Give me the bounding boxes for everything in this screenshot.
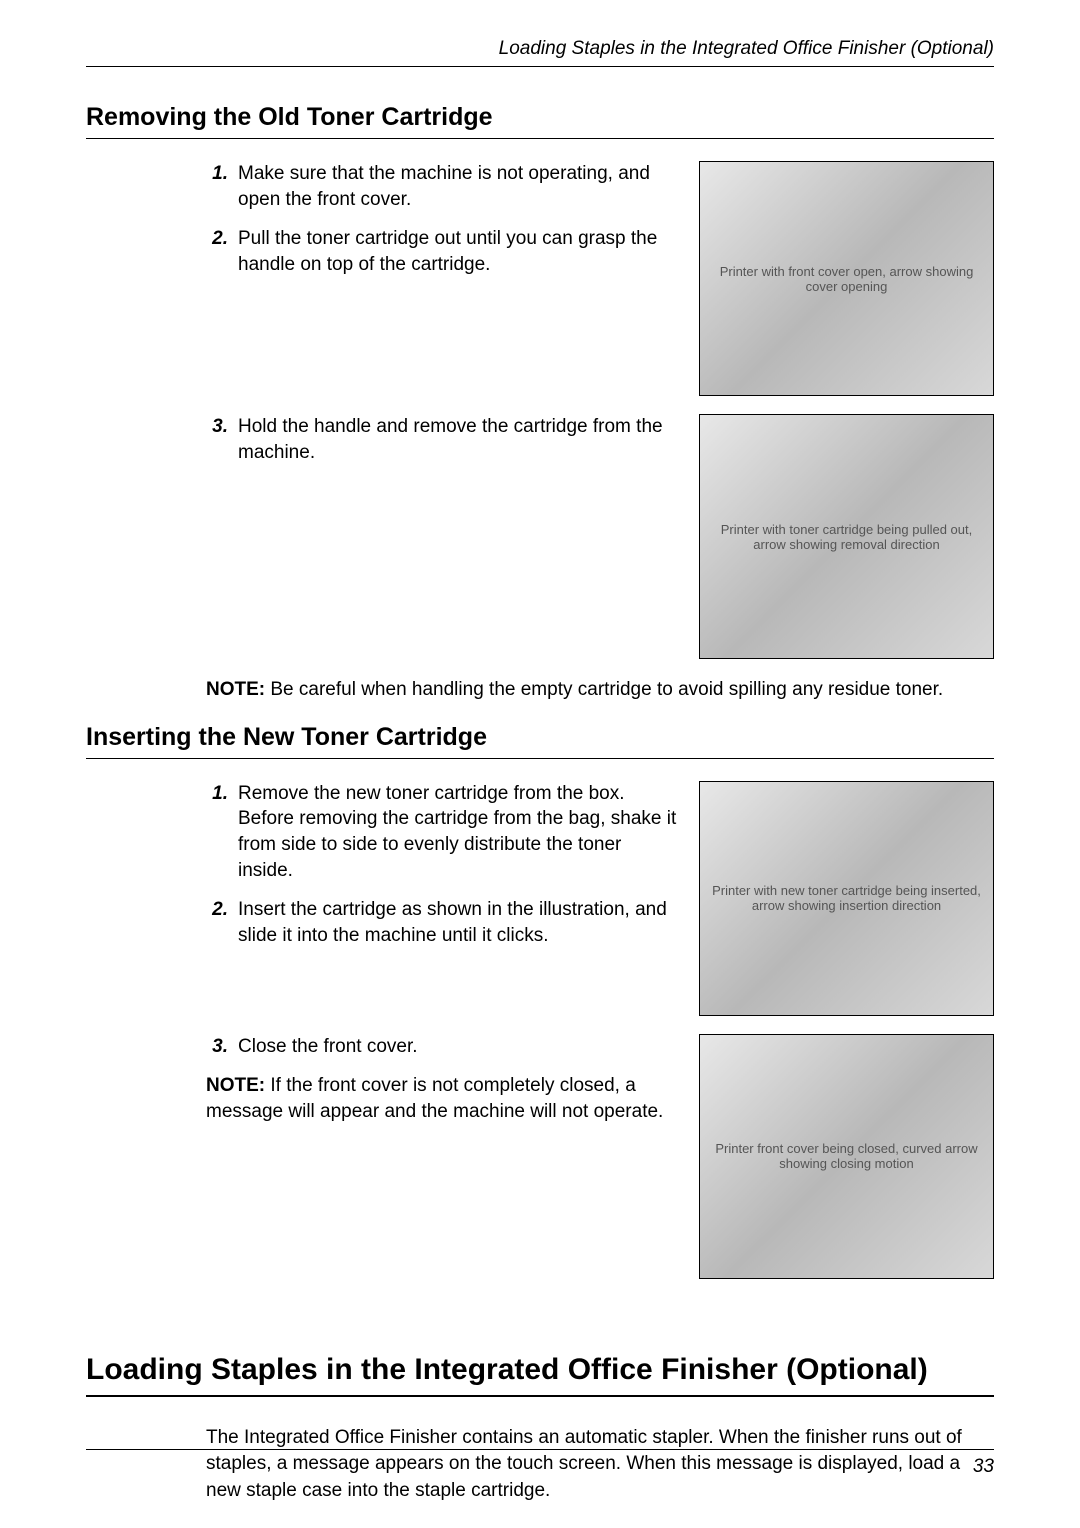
remove-note: NOTE: Be careful when handling the empty…	[206, 677, 994, 703]
remove-figure-2-col: Printer with toner cartridge being pulle…	[699, 414, 994, 659]
heading-inserting-new-toner: Inserting the New Toner Cartridge	[86, 723, 994, 759]
step-number: 2.	[206, 226, 228, 277]
remove-step-2: 2. Pull the toner cartridge out until yo…	[206, 226, 681, 277]
note-label: NOTE:	[206, 679, 265, 700]
printer-close-cover-illustration: Printer front cover being closed, curved…	[699, 1034, 994, 1279]
step-number: 3.	[206, 414, 228, 465]
insert-figure-2-col: Printer front cover being closed, curved…	[699, 1034, 994, 1279]
printer-insert-cartridge-illustration: Printer with new toner cartridge being i…	[699, 781, 994, 1016]
step-text: Insert the cartridge as shown in the ill…	[238, 897, 681, 948]
section-insert-content: 1. Remove the new toner cartridge from t…	[206, 781, 994, 1279]
remove-row-2: 3. Hold the handle and remove the cartri…	[206, 414, 994, 659]
page-footer: 33	[86, 1449, 994, 1478]
insert-step-2: 2. Insert the cartridge as shown in the …	[206, 897, 681, 948]
page-number: 33	[973, 1456, 994, 1477]
printer-remove-cartridge-illustration: Printer with toner cartridge being pulle…	[699, 414, 994, 659]
step-text: Make sure that the machine is not operat…	[238, 161, 681, 212]
vertical-spacer	[86, 1297, 994, 1353]
insert-row-1: 1. Remove the new toner cartridge from t…	[206, 781, 994, 1016]
heading-loading-staples: Loading Staples in the Integrated Office…	[86, 1353, 994, 1397]
remove-steps-1-2: 1. Make sure that the machine is not ope…	[206, 161, 681, 292]
remove-step-3: 3. Hold the handle and remove the cartri…	[206, 414, 681, 465]
step-text: Pull the toner cartridge out until you c…	[238, 226, 681, 277]
insert-note: NOTE: If the front cover is not complete…	[206, 1073, 681, 1124]
remove-row-1: 1. Make sure that the machine is not ope…	[206, 161, 994, 396]
remove-figure-1-col: Printer with front cover open, arrow sho…	[699, 161, 994, 396]
step-text: Close the front cover.	[238, 1034, 418, 1060]
insert-row-2: 3. Close the front cover. NOTE: If the f…	[206, 1034, 994, 1279]
remove-step-1: 1. Make sure that the machine is not ope…	[206, 161, 681, 212]
figure-alt: Printer with toner cartridge being pulle…	[706, 522, 987, 552]
heading-removing-old-toner: Removing the Old Toner Cartridge	[86, 103, 994, 139]
step-number: 1.	[206, 161, 228, 212]
step-text: Remove the new toner cartridge from the …	[238, 781, 681, 884]
section-remove-content: 1. Make sure that the machine is not ope…	[206, 161, 994, 703]
insert-step-3: 3. Close the front cover.	[206, 1034, 681, 1060]
figure-alt: Printer front cover being closed, curved…	[706, 1141, 987, 1171]
figure-alt: Printer with new toner cartridge being i…	[706, 883, 987, 913]
insert-figure-1-col: Printer with new toner cartridge being i…	[699, 781, 994, 1016]
note-label: NOTE:	[206, 1075, 265, 1096]
printer-open-cover-illustration: Printer with front cover open, arrow sho…	[699, 161, 994, 396]
insert-steps-3-note: 3. Close the front cover. NOTE: If the f…	[206, 1034, 681, 1145]
running-header: Loading Staples in the Integrated Office…	[86, 38, 994, 67]
remove-steps-3: 3. Hold the handle and remove the cartri…	[206, 414, 681, 479]
step-text: Hold the handle and remove the cartridge…	[238, 414, 681, 465]
figure-alt: Printer with front cover open, arrow sho…	[706, 264, 987, 294]
step-number: 3.	[206, 1034, 228, 1060]
insert-steps-1-2: 1. Remove the new toner cartridge from t…	[206, 781, 681, 963]
note-text: If the front cover is not completely clo…	[206, 1075, 663, 1122]
insert-step-1: 1. Remove the new toner cartridge from t…	[206, 781, 681, 884]
step-number: 2.	[206, 897, 228, 948]
step-number: 1.	[206, 781, 228, 884]
note-text: Be careful when handling the empty cartr…	[265, 679, 943, 700]
